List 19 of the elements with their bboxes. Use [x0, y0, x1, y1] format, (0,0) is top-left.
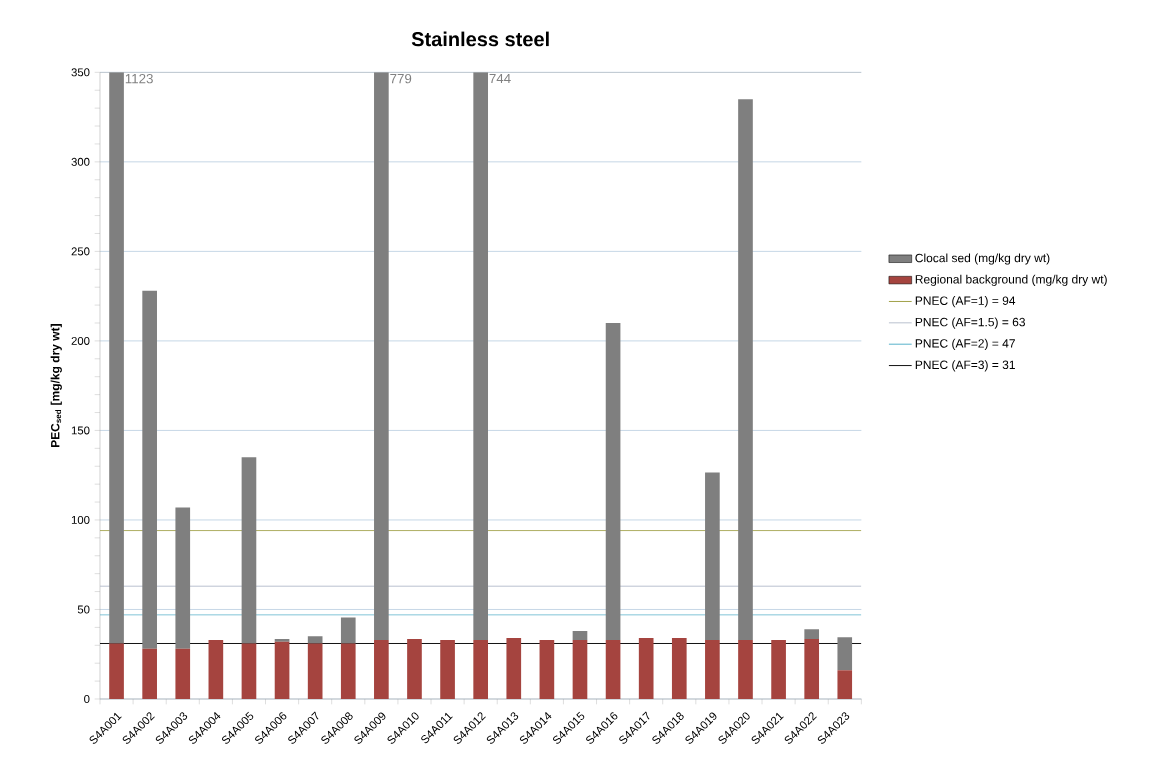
y-tick-label: 150 [71, 426, 90, 435]
y-tick-label: 0 [84, 695, 90, 704]
y-tick-label: 200 [71, 336, 90, 345]
y-tick-label: 50 [77, 605, 90, 614]
annotation: 779 [390, 73, 412, 84]
legend-label: PNEC (AF=1.5) = 63 [915, 317, 1025, 329]
legend-label: Regional background (mg/kg dry wt) [915, 274, 1107, 286]
y-tick-label: 100 [71, 515, 90, 524]
annotation: 1123 [125, 73, 153, 84]
y-tick-label: 300 [71, 157, 90, 166]
legend-label: PNEC (AF=3) = 31 [915, 360, 1015, 372]
legend-label: Clocal sed (mg/kg dry wt) [915, 253, 1050, 265]
y-axis-title: PEC$_{sed}$ [mg/kg dry wt] [50, 324, 62, 448]
legend-label: PNEC (AF=1) = 94 [915, 296, 1016, 308]
y-tick-label: 250 [71, 247, 90, 256]
legend-label: PNEC (AF=2) = 47 [915, 338, 1015, 351]
y-tick-label: 350 [71, 68, 90, 77]
chart-title: Stainless steel [411, 31, 549, 47]
annotation: 744 [489, 73, 511, 84]
